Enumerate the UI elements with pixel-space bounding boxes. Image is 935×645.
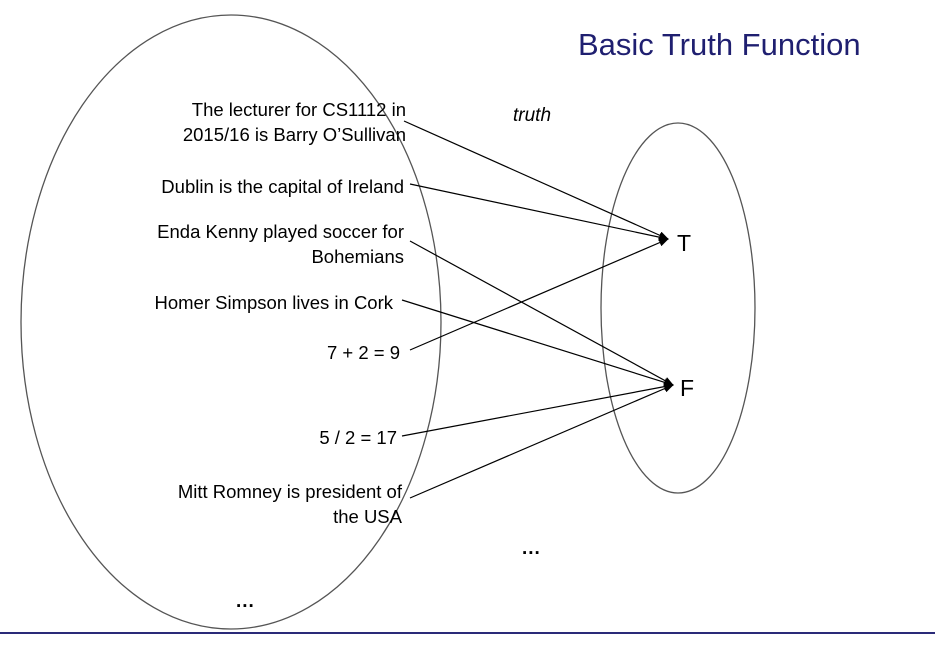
mapping-arrows: [401, 120, 674, 499]
statement-line: The lecturer for CS1112 in: [191, 99, 406, 120]
truth-value-false: F: [680, 375, 695, 401]
arrow-lecturer: [403, 120, 669, 240]
arrow-seven-plus-two: [409, 238, 669, 351]
statement-line: 7 + 2 = 9: [326, 342, 400, 363]
statement-lecturer: The lecturer for CS1112 in 2015/16 is Ba…: [183, 97, 406, 147]
mapping-ellipsis: ...: [522, 538, 541, 559]
arrow-five-div-two: [401, 382, 674, 437]
bottom-rule: [0, 632, 935, 634]
statement-line: 5 / 2 = 17: [319, 427, 397, 448]
statement-homer-simpson: Homer Simpson lives in Cork: [154, 290, 393, 315]
slide-title: Basic Truth Function: [578, 27, 861, 62]
statement-line: Bohemians: [311, 246, 404, 267]
arrow-homer-simpson: [401, 299, 674, 387]
statement-line: Homer Simpson lives in Cork: [154, 292, 393, 313]
statement-dublin: Dublin is the capital of Ireland: [161, 174, 404, 199]
domain-ellipse: [20, 14, 442, 630]
truth-value-true: T: [677, 230, 692, 256]
arrow-mitt-romney: [409, 384, 674, 499]
arrow-dublin: [409, 183, 669, 242]
domain-ellipsis: ...: [236, 591, 255, 612]
statement-line: the USA: [333, 506, 402, 527]
statement-five-div-two: 5 / 2 = 17: [319, 425, 397, 450]
statement-line: Mitt Romney is president of: [177, 481, 402, 502]
statement-line: Enda Kenny played soccer for: [157, 221, 404, 242]
mapping-label: truth: [513, 105, 552, 126]
statement-mitt-romney: Mitt Romney is president of the USA: [178, 479, 402, 529]
codomain-ellipse: [600, 122, 756, 494]
arrow-enda-kenny: [409, 240, 674, 386]
statement-enda-kenny: Enda Kenny played soccer for Bohemians: [157, 219, 404, 269]
statement-line: 2015/16 is Barry O’Sullivan: [182, 124, 406, 145]
statement-seven-plus-two: 7 + 2 = 9: [327, 340, 400, 365]
statement-line: Dublin is the capital of Ireland: [161, 176, 404, 197]
